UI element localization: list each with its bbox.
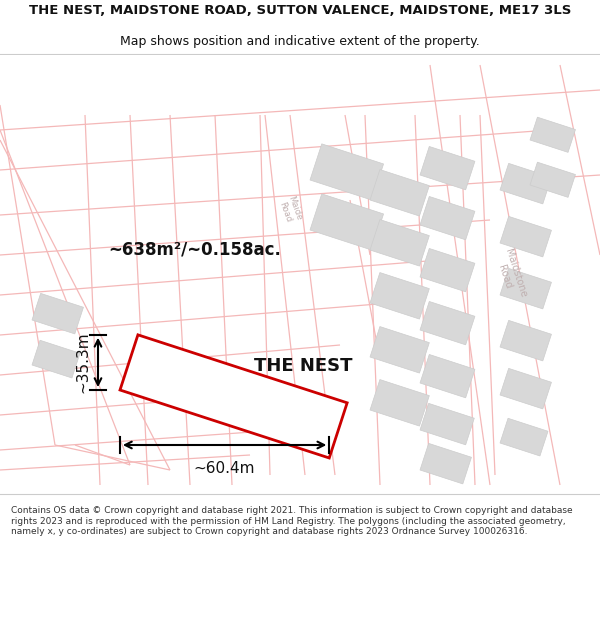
Polygon shape [500, 321, 551, 361]
Polygon shape [420, 301, 475, 345]
Polygon shape [32, 293, 83, 334]
Text: Maide
Road: Maide Road [277, 195, 304, 225]
Polygon shape [310, 194, 383, 250]
Polygon shape [420, 403, 475, 445]
Polygon shape [530, 117, 575, 152]
Polygon shape [310, 144, 383, 200]
Polygon shape [500, 418, 548, 456]
Polygon shape [500, 268, 551, 309]
Text: Map shows position and indicative extent of the property.: Map shows position and indicative extent… [120, 35, 480, 48]
Polygon shape [370, 272, 430, 319]
Polygon shape [32, 340, 80, 378]
Polygon shape [420, 146, 475, 190]
Polygon shape [370, 379, 430, 426]
Text: ~60.4m: ~60.4m [194, 461, 256, 476]
Polygon shape [420, 354, 475, 398]
Text: Maidstone
Road: Maidstone Road [492, 248, 528, 302]
Polygon shape [370, 219, 430, 266]
Polygon shape [370, 169, 430, 216]
Polygon shape [530, 162, 575, 198]
Text: THE NEST, MAIDSTONE ROAD, SUTTON VALENCE, MAIDSTONE, ME17 3LS: THE NEST, MAIDSTONE ROAD, SUTTON VALENCE… [29, 4, 571, 18]
Text: ~638m²/~0.158ac.: ~638m²/~0.158ac. [109, 241, 281, 259]
Text: ~35.3m: ~35.3m [75, 332, 90, 393]
Text: Contains OS data © Crown copyright and database right 2021. This information is : Contains OS data © Crown copyright and d… [11, 506, 572, 536]
Polygon shape [370, 327, 430, 373]
Polygon shape [420, 249, 475, 292]
Polygon shape [500, 163, 551, 204]
Polygon shape [500, 216, 551, 257]
Polygon shape [120, 335, 347, 458]
Polygon shape [420, 443, 472, 484]
Text: THE NEST: THE NEST [254, 357, 353, 376]
Polygon shape [420, 196, 475, 240]
Polygon shape [500, 368, 551, 409]
